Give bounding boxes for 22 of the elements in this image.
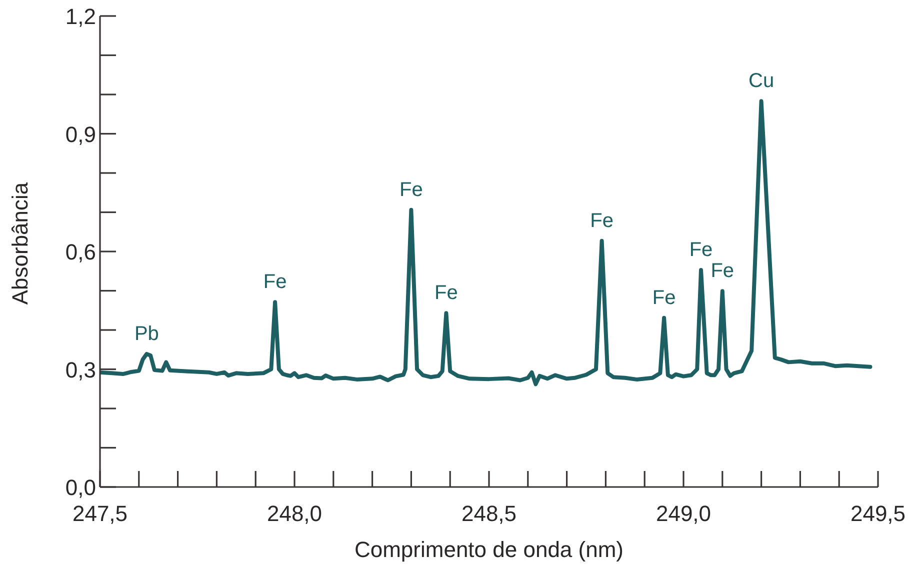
y-tick-label: 1,2	[65, 4, 96, 29]
annotation: Fe	[263, 271, 287, 294]
annotation: Pb	[134, 322, 159, 345]
x-axis-title: Comprimento de onda (nm)	[354, 537, 624, 562]
y-tick-label: 0,9	[65, 122, 96, 147]
x-tick-label: 248,0	[266, 501, 322, 526]
y-axis-title: Absorbância	[8, 182, 32, 305]
annotation: Fe	[400, 178, 423, 201]
x-tick-label: 247,5	[72, 501, 128, 526]
y-tick-label: 0,3	[65, 357, 96, 382]
x-tick-label: 249,5	[850, 501, 906, 526]
y-tick-label: 0,0	[65, 475, 96, 500]
annotation: Fe	[434, 282, 458, 304]
annotation: Fe	[652, 286, 676, 309]
annotation: Fe	[710, 260, 734, 282]
annotation: Fe	[590, 210, 614, 232]
y-tick-label: 0,6	[65, 240, 96, 264]
annotation: Fe	[689, 238, 713, 261]
annotation: Cu	[748, 70, 774, 92]
line-series	[100, 99, 872, 386]
x-tick-label: 249,0	[656, 501, 712, 526]
x-tick-label: 248,5	[461, 501, 517, 526]
